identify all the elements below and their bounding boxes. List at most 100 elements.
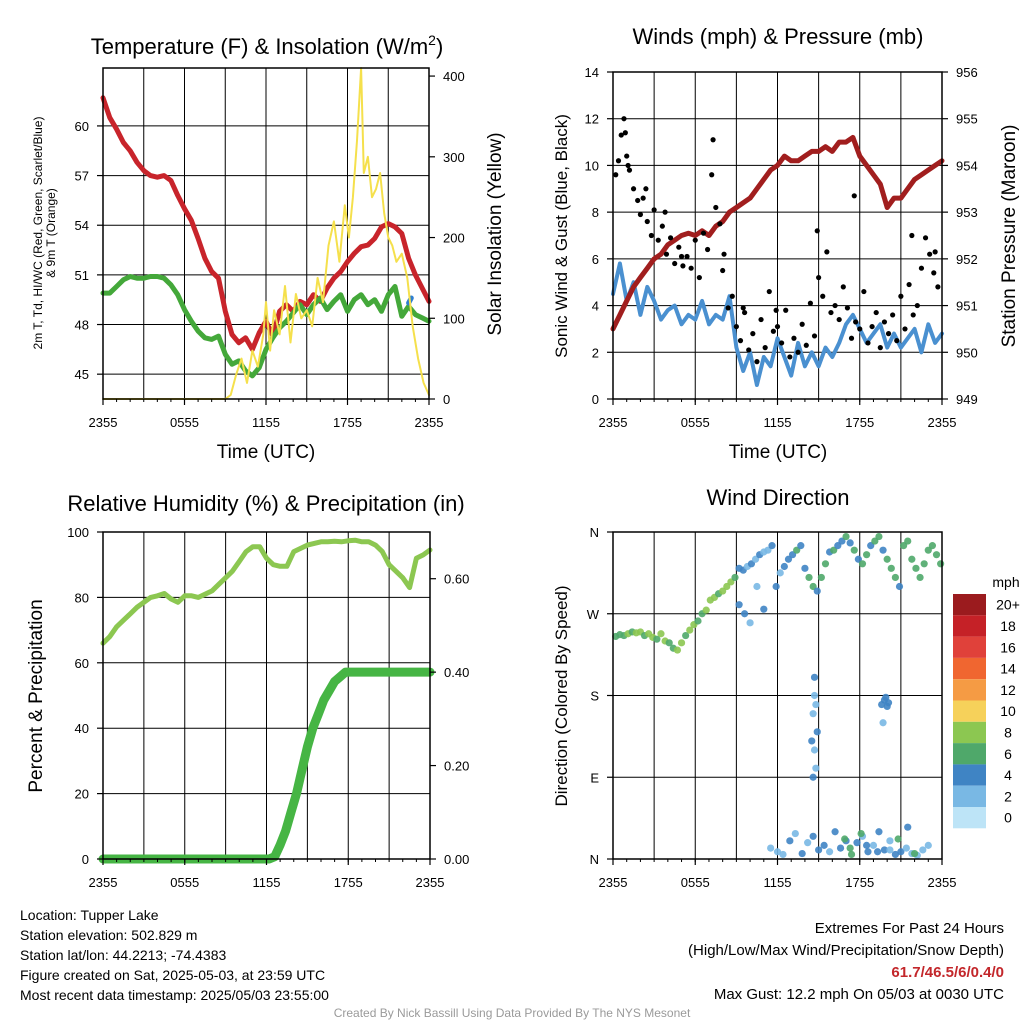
direction-point bbox=[791, 829, 799, 838]
direction-point bbox=[928, 542, 937, 550]
wind-direction-grid bbox=[612, 531, 943, 860]
direction-point bbox=[904, 823, 912, 831]
gust-point bbox=[853, 319, 859, 325]
gust-point bbox=[643, 186, 649, 192]
y-tick-label: 40 bbox=[75, 721, 89, 736]
y-tick-label: 100 bbox=[67, 525, 89, 540]
direction-point bbox=[902, 844, 910, 852]
gust-point bbox=[659, 223, 665, 229]
gust-point bbox=[851, 193, 857, 199]
gust-point bbox=[820, 293, 826, 299]
gust-point bbox=[704, 246, 711, 253]
direction-point bbox=[779, 850, 787, 859]
colorbar-swatch bbox=[953, 721, 986, 744]
x-tick-label: 2355 bbox=[599, 875, 628, 890]
direction-point bbox=[746, 619, 754, 627]
direction-point bbox=[753, 582, 761, 591]
y-right-tick-label: 955 bbox=[956, 112, 978, 127]
y-tick-label: 2 bbox=[592, 345, 599, 360]
gust-point bbox=[637, 211, 644, 218]
gust-point bbox=[676, 244, 682, 250]
direction-point bbox=[846, 539, 854, 547]
created-text: Figure created on Sat, 2025-05-03, at 23… bbox=[20, 967, 326, 983]
series-line-0 bbox=[100, 537, 433, 646]
direction-point bbox=[682, 631, 690, 640]
x-tick-label: 2355 bbox=[89, 415, 118, 430]
gust-point bbox=[684, 253, 690, 260]
gust-point bbox=[906, 281, 912, 288]
x-tick-label: 1155 bbox=[764, 875, 792, 890]
direction-point bbox=[910, 849, 919, 858]
series-line-3 bbox=[102, 67, 430, 400]
y-tick-label: 60 bbox=[75, 656, 89, 671]
y-tick-label: 51 bbox=[75, 268, 89, 283]
gust-point bbox=[791, 335, 797, 341]
direction-point bbox=[850, 546, 858, 554]
gust-point bbox=[713, 204, 719, 211]
direction-point bbox=[932, 551, 941, 559]
gust-point bbox=[909, 232, 915, 239]
max-gust-text: Max Gust: 12.2 mph On 05/03 at 0030 UTC bbox=[713, 986, 1004, 1003]
gust-point bbox=[832, 302, 838, 309]
colorbar-label: 2 bbox=[1004, 788, 1012, 804]
direction-point bbox=[810, 673, 819, 681]
gust-point bbox=[717, 221, 723, 227]
y-right-tick-label: 951 bbox=[956, 299, 978, 314]
extremes-values: 61.7/46.5/6/0.4/0 bbox=[891, 964, 1004, 981]
y-tick-label: 57 bbox=[75, 169, 89, 184]
extremes-info: Extremes For Past 24 Hours (High/Low/Max… bbox=[688, 918, 1004, 1006]
direction-point bbox=[741, 610, 749, 618]
y-right-tick-label: 0 bbox=[443, 392, 450, 407]
gust-point bbox=[779, 340, 785, 346]
colorbar-label: 10 bbox=[1000, 703, 1016, 719]
direction-point bbox=[880, 846, 889, 854]
direction-point bbox=[809, 832, 817, 840]
direction-point bbox=[891, 850, 899, 859]
gust-point bbox=[655, 237, 661, 243]
direction-point bbox=[884, 699, 893, 707]
colorbar-swatch bbox=[953, 785, 986, 807]
direction-point bbox=[665, 639, 673, 647]
gust-point bbox=[709, 172, 715, 178]
direction-point bbox=[653, 635, 661, 643]
gust-point bbox=[710, 137, 716, 143]
x-tick-label: 1155 bbox=[764, 415, 792, 430]
series-line-0 bbox=[611, 261, 944, 387]
direction-point bbox=[887, 564, 895, 572]
gust-point bbox=[836, 316, 842, 323]
gust-point bbox=[894, 338, 900, 344]
colorbar-label: 18 bbox=[1000, 618, 1016, 634]
gust-point bbox=[746, 347, 752, 353]
y-tick-label: E bbox=[590, 770, 599, 785]
recent-text: Most recent data timestamp: 2025/05/03 2… bbox=[20, 987, 329, 1003]
x-tick-label: 2355 bbox=[599, 415, 628, 430]
gust-point bbox=[733, 323, 739, 330]
colorbar-label: 16 bbox=[1000, 639, 1016, 655]
direction-point bbox=[846, 844, 854, 852]
winds-series bbox=[610, 116, 945, 387]
colorbar-swatch bbox=[953, 615, 986, 637]
temperature-ylabel-line1: 2m T, Td, HI/WC (Red, Green, Scarlet/Blu… bbox=[31, 117, 45, 350]
direction-point bbox=[820, 841, 828, 849]
gust-point bbox=[770, 328, 776, 334]
gust-point bbox=[774, 323, 781, 330]
credit-text: Created By Nick Bassill Using Data Provi… bbox=[333, 1006, 691, 1020]
winds-xlabel: Time (UTC) bbox=[729, 442, 828, 463]
y-tick-label: 8 bbox=[592, 205, 599, 220]
x-tick-label: 1155 bbox=[253, 875, 281, 890]
colorbar-swatch bbox=[953, 636, 986, 658]
y-tick-label: N bbox=[590, 525, 599, 540]
direction-point bbox=[817, 573, 825, 582]
direction-point bbox=[857, 829, 865, 838]
direction-point bbox=[673, 646, 682, 654]
winds-panel-title: Winds (mph) & Pressure (mb) bbox=[633, 24, 924, 49]
winds-grid bbox=[612, 71, 943, 400]
y-right-tick-label: 0.40 bbox=[444, 665, 469, 680]
y-right-tick-label: 950 bbox=[956, 345, 978, 360]
gust-point bbox=[824, 249, 830, 255]
x-tick-label: 1155 bbox=[252, 415, 280, 430]
wind-direction-points bbox=[612, 532, 945, 859]
direction-point bbox=[686, 626, 694, 634]
direction-point bbox=[879, 546, 887, 554]
